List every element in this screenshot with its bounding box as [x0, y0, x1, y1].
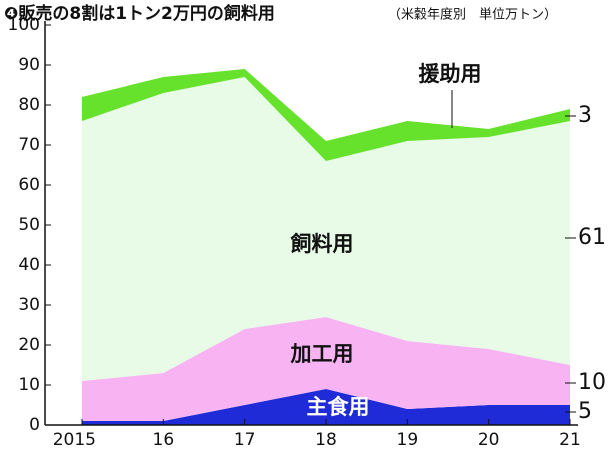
x-tick-label: 17 — [234, 430, 256, 450]
y-tick-label: 10 — [18, 375, 40, 395]
value-label: 5 — [578, 399, 592, 424]
series-label: 加工用 — [290, 342, 354, 366]
series-label: 飼料用 — [290, 232, 354, 256]
area — [82, 77, 570, 381]
chart-title: ❹販売の8割は1トン2万円の飼料用 — [4, 3, 275, 24]
area — [82, 389, 570, 425]
x-tick-label: 19 — [397, 430, 419, 450]
value-label: 3 — [578, 103, 592, 128]
series-label: 主食用 — [307, 395, 370, 419]
x-tick-label: 21 — [559, 430, 581, 450]
y-tick-label: 80 — [18, 95, 40, 115]
x-tick-label: 16 — [153, 430, 175, 450]
value-label: 10 — [578, 370, 606, 395]
y-tick-label: 20 — [18, 335, 40, 355]
y-tick-label: 0 — [29, 415, 40, 435]
area — [82, 69, 570, 161]
y-tick-label: 60 — [18, 175, 40, 195]
x-tick-label: 18 — [315, 430, 337, 450]
y-tick-label: 100 — [8, 15, 40, 35]
series-label: 援助用 — [419, 62, 482, 86]
y-tick-label: 40 — [18, 255, 40, 275]
y-tick-label: 30 — [18, 295, 40, 315]
y-tick-label: 90 — [18, 55, 40, 75]
y-tick-label: 50 — [18, 215, 40, 235]
y-tick-label: 70 — [18, 135, 40, 155]
value-label: 61 — [578, 225, 606, 250]
x-tick-label: 20 — [478, 430, 500, 450]
x-tick-label: 2015 — [53, 430, 96, 450]
chart-subtitle: （米穀年度別 単位万トン） — [388, 7, 557, 23]
area — [82, 317, 570, 421]
